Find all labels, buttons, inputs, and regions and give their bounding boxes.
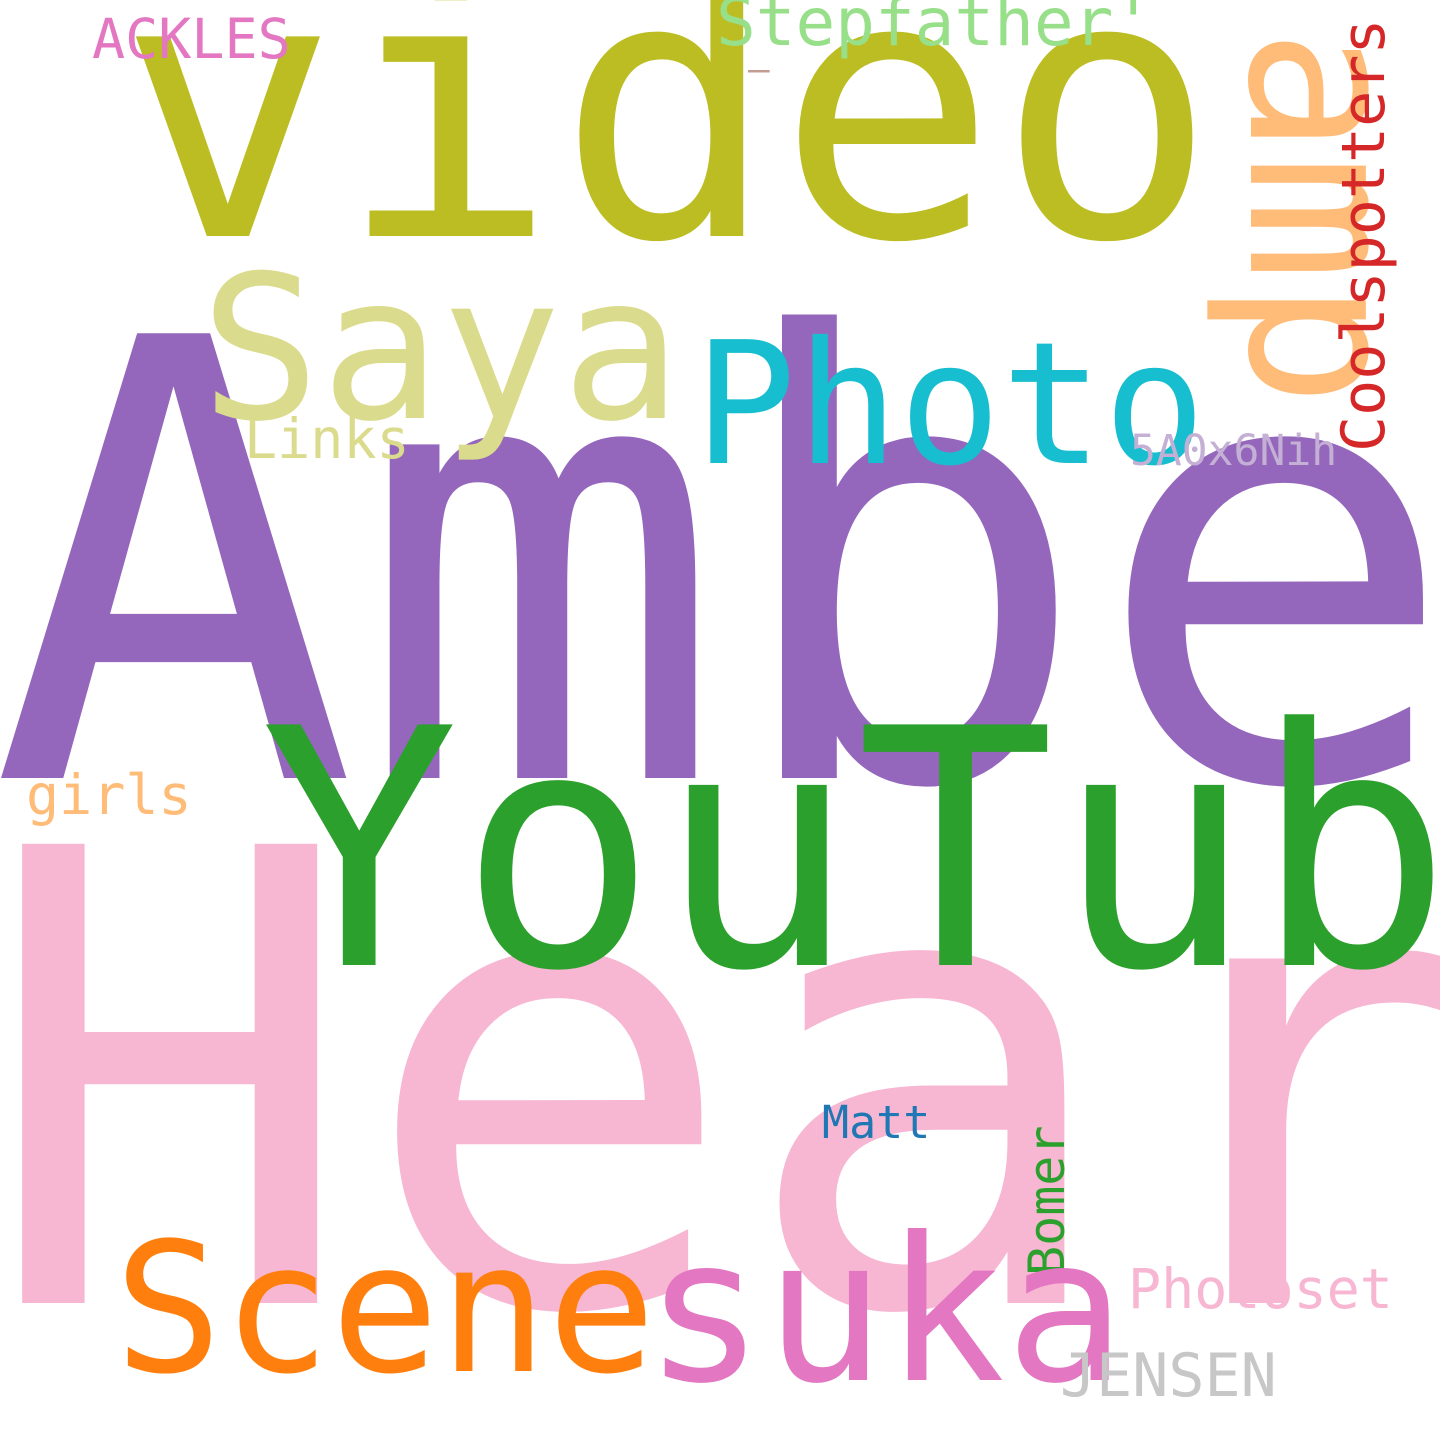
word-ackles: ACKLES — [92, 7, 291, 71]
word-saya: Saya — [200, 233, 682, 466]
word-stepfather: Stepfather' — [716, 0, 1154, 61]
word-heard: Heard — [0, 718, 1440, 1440]
word-youtube: YouTube — [260, 659, 1440, 1043]
word-girls: girls — [26, 763, 192, 827]
word-amber: Amber — [0, 212, 1440, 922]
word-photoset: Photoset — [1128, 1257, 1393, 1321]
word-video: video — [118, 0, 1217, 323]
word-suka: suka — [644, 1195, 1126, 1428]
word-coolspotters: Coolspotters — [1329, 18, 1399, 452]
word-jensen: JENSEN — [1060, 1341, 1277, 1411]
word-dash: — — [748, 49, 770, 90]
word-scene: Scene — [114, 1205, 656, 1414]
word-code: 5A0x6Nih — [1130, 426, 1338, 476]
word-photo: Photo — [694, 306, 1206, 504]
word-links: Links — [244, 407, 410, 471]
word-matt: Matt — [822, 1096, 931, 1149]
